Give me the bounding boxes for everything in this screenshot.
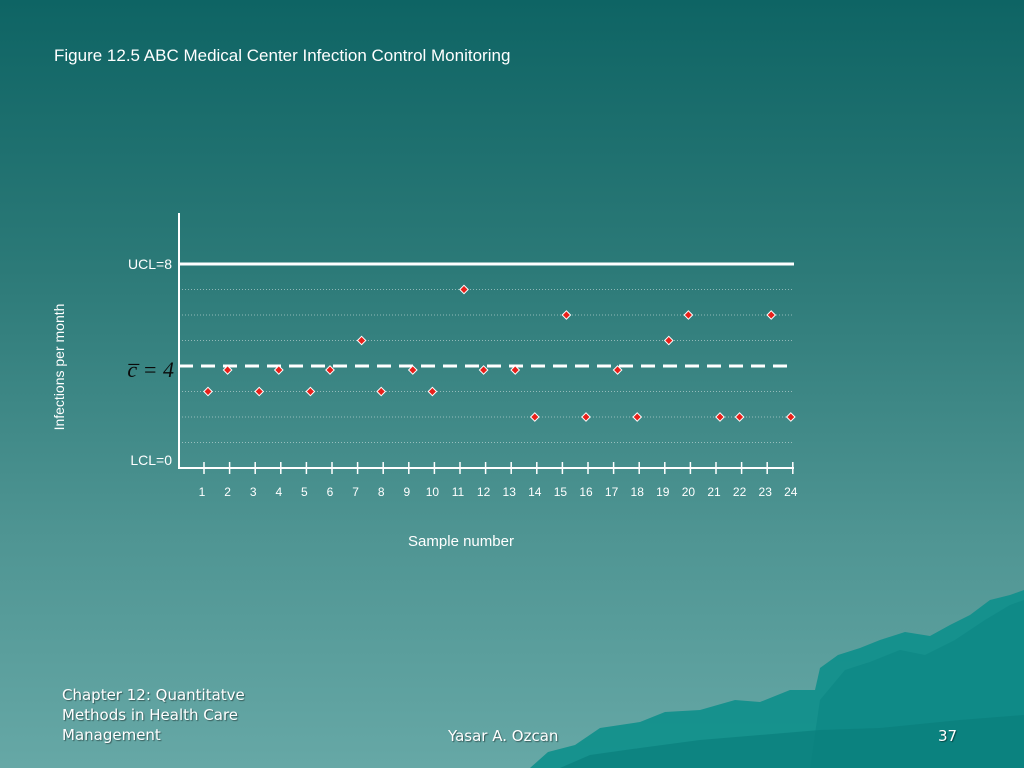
data-point — [510, 365, 521, 375]
x-tick-label: 2 — [224, 485, 231, 499]
x-tick-label: 8 — [378, 485, 385, 499]
x-tick-label: 22 — [733, 485, 747, 499]
x-tick-label: 13 — [503, 485, 517, 499]
x-tick-label: 5 — [301, 485, 308, 499]
data-point — [734, 412, 745, 422]
y-axis-label: Infections per month — [51, 304, 67, 431]
data-point — [427, 386, 438, 397]
data-point — [683, 310, 694, 320]
center-line-label: c̅ = 4 — [127, 357, 174, 382]
x-tick-label: 6 — [327, 485, 334, 499]
data-point — [632, 412, 643, 422]
x-tick-label: 14 — [528, 485, 542, 499]
data-point — [305, 386, 316, 397]
data-point — [785, 412, 796, 422]
data-point — [376, 386, 387, 397]
data-point — [459, 284, 469, 295]
x-tick-label: 20 — [682, 485, 696, 499]
x-tick-label: 16 — [579, 485, 593, 499]
x-axis-label: Sample number — [408, 533, 514, 550]
x-ticks — [203, 462, 794, 474]
data-point — [612, 365, 623, 375]
data-point — [529, 412, 540, 422]
x-tick-label: 3 — [250, 485, 257, 499]
data-points — [203, 284, 796, 422]
data-point — [478, 365, 489, 375]
x-tick-label: 18 — [631, 485, 645, 499]
x-tick-label: 7 — [352, 485, 359, 499]
lcl-label: LCL=0 — [130, 452, 172, 468]
slide-title: Figure 12.5 ABC Medical Center Infection… — [54, 46, 511, 65]
x-tick-label: 12 — [477, 485, 491, 499]
data-point — [356, 335, 367, 346]
data-point — [273, 365, 284, 375]
page-number: 37 — [938, 727, 958, 745]
footer-author: Yasar A. Ozcan — [448, 727, 559, 745]
data-point — [561, 310, 572, 320]
x-tick-label: 17 — [605, 485, 619, 499]
x-tick-label: 19 — [656, 485, 670, 499]
data-point — [715, 412, 725, 422]
control-chart: UCL=8 LCL=0 c̅ = 4 1 2 3 4 5 6 7 8 9 10 11 12 13 14 15… — [51, 256, 798, 550]
x-tick-labels: 1 2 3 4 5 6 7 8 9 10 11 12 13 14 15 16 17 18 19 20 21 22 23 24 — [199, 485, 798, 499]
x-tick-label: 23 — [759, 485, 773, 499]
data-point — [254, 386, 265, 397]
data-point — [325, 365, 335, 375]
x-tick-label: 15 — [554, 485, 568, 499]
x-tick-label: 9 — [403, 485, 410, 499]
x-tick-label: 10 — [426, 485, 440, 499]
data-point — [222, 365, 233, 375]
footer-chapter: Chapter 12: Quantitatve Methods in Healt… — [62, 686, 245, 744]
data-point — [663, 335, 674, 346]
x-tick-label: 24 — [784, 485, 798, 499]
data-point — [203, 386, 213, 397]
ucl-label: UCL=8 — [128, 256, 172, 272]
x-tick-label: 21 — [707, 485, 721, 499]
data-point — [581, 412, 591, 422]
x-tick-label: 4 — [275, 485, 282, 499]
x-tick-label: 11 — [452, 485, 465, 499]
data-point — [766, 310, 777, 320]
x-tick-label: 1 — [199, 485, 206, 499]
data-point — [407, 365, 418, 375]
